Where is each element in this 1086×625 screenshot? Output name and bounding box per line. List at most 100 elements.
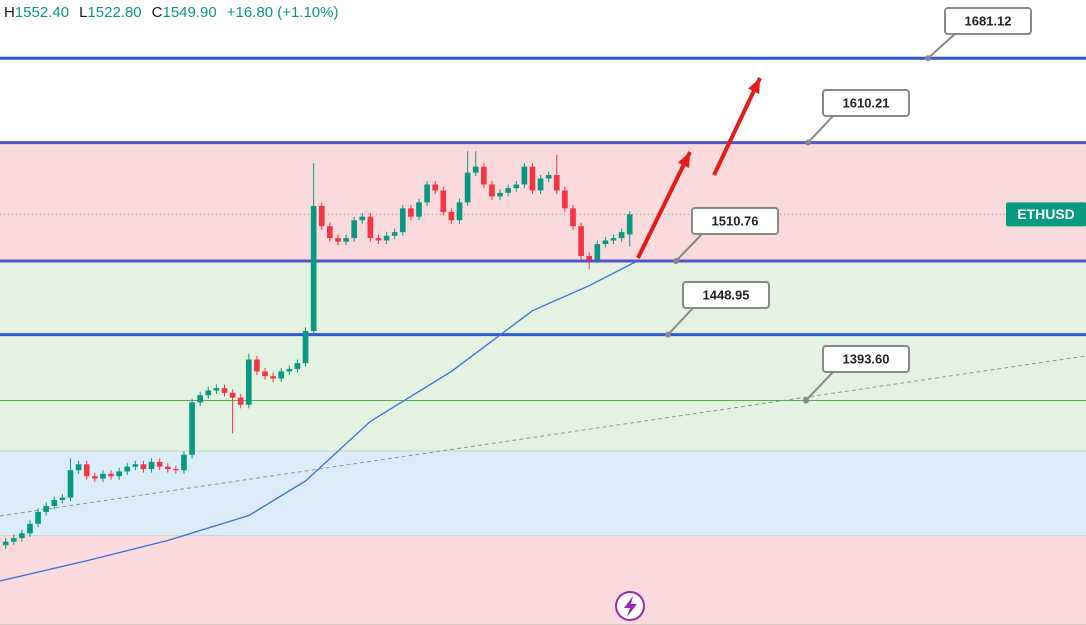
candle-body bbox=[189, 402, 195, 455]
candle-body bbox=[367, 216, 374, 239]
zone bbox=[0, 535, 1086, 625]
candle-body bbox=[610, 238, 617, 241]
ohlc-value: 1522.80 bbox=[87, 4, 141, 21]
callout-line bbox=[807, 115, 834, 144]
candle-body bbox=[602, 240, 609, 245]
candle-body bbox=[391, 232, 398, 236]
candle-body bbox=[448, 211, 455, 221]
candle-body bbox=[562, 190, 568, 209]
candle-body bbox=[570, 208, 576, 227]
candle-body bbox=[91, 476, 98, 479]
level-box bbox=[691, 207, 779, 235]
candle-body bbox=[464, 172, 471, 203]
candle-body bbox=[440, 190, 447, 212]
candle-body bbox=[270, 376, 276, 379]
zone bbox=[0, 142, 1086, 261]
candle-body bbox=[497, 192, 503, 197]
candle-body bbox=[2, 541, 9, 546]
ohlc-key: C bbox=[152, 4, 163, 21]
symbol-tag bbox=[1006, 202, 1086, 227]
candle-body bbox=[221, 388, 228, 393]
ohlc-value: 1552.40 bbox=[15, 4, 69, 21]
candle-body bbox=[124, 466, 131, 472]
candle-body bbox=[173, 469, 179, 471]
callout-point bbox=[925, 55, 931, 62]
candle-body bbox=[237, 397, 244, 405]
level-box bbox=[822, 345, 910, 373]
candle-body bbox=[432, 184, 439, 191]
candle-body bbox=[108, 473, 114, 477]
candle-body bbox=[408, 208, 414, 217]
level-box bbox=[822, 89, 910, 117]
candle-body bbox=[254, 359, 260, 372]
ohlc-key: H bbox=[4, 4, 15, 21]
level-box bbox=[944, 7, 1032, 35]
candle-body bbox=[545, 175, 552, 179]
candle-body bbox=[553, 175, 560, 191]
candle-body bbox=[302, 330, 309, 364]
candle-body bbox=[456, 202, 463, 221]
callout-point bbox=[805, 139, 811, 146]
zone bbox=[0, 261, 1086, 452]
candle-body bbox=[75, 464, 82, 471]
candle-body bbox=[10, 538, 17, 542]
level-label: 1448.95 bbox=[703, 287, 750, 302]
arrow-shaft bbox=[636, 151, 692, 259]
candle-body bbox=[537, 178, 544, 191]
candle-body bbox=[375, 238, 382, 241]
level-label: 1681.12 bbox=[965, 13, 1012, 28]
ohlc-key: L bbox=[79, 4, 87, 21]
candle-body bbox=[294, 363, 301, 370]
candle-body bbox=[148, 461, 155, 470]
candle-body bbox=[327, 226, 333, 239]
candle-body bbox=[578, 226, 584, 256]
arrow-head bbox=[677, 152, 690, 168]
candle-body bbox=[43, 505, 50, 512]
candle-body bbox=[618, 232, 625, 239]
candle-body bbox=[213, 388, 220, 391]
level-label: 1510.76 bbox=[712, 213, 759, 228]
ohlc-value: 1549.90 bbox=[163, 4, 217, 21]
candle-body bbox=[140, 464, 147, 470]
zone bbox=[0, 451, 1086, 536]
ohlc-header: H1552.40 L1522.80 C1549.90 +16.80 (+1.10%) bbox=[4, 4, 338, 21]
candle-body bbox=[100, 473, 106, 479]
candle-body bbox=[318, 205, 325, 227]
candle-body bbox=[205, 390, 212, 396]
candle-body bbox=[181, 454, 187, 471]
candle-body bbox=[35, 511, 41, 524]
callout-point bbox=[803, 397, 809, 404]
ohlc-change: +16.80 (+1.10%) bbox=[227, 4, 339, 21]
arrow-shaft bbox=[712, 77, 762, 176]
callout-line bbox=[927, 33, 956, 59]
candle-body bbox=[424, 184, 430, 203]
logo-bolt bbox=[624, 596, 637, 617]
candle-body bbox=[116, 471, 122, 477]
candle-body bbox=[262, 371, 268, 377]
candle-body bbox=[19, 533, 25, 539]
callout-point bbox=[665, 331, 671, 338]
candle-body bbox=[197, 395, 204, 403]
candle-body bbox=[399, 208, 406, 233]
candle-body bbox=[472, 166, 479, 173]
symbol-label: ETHUSD bbox=[1017, 206, 1075, 222]
candle-body bbox=[245, 359, 252, 405]
candle-body bbox=[521, 166, 528, 185]
level-box bbox=[682, 281, 770, 309]
candle-body bbox=[594, 244, 601, 260]
candle-body bbox=[67, 470, 74, 498]
candle-body bbox=[383, 235, 390, 241]
level-label: 1393.60 bbox=[843, 351, 890, 366]
candle-body bbox=[310, 205, 317, 331]
candle-body bbox=[343, 238, 349, 242]
candle-body bbox=[489, 184, 495, 197]
candle-body bbox=[416, 202, 422, 217]
candle-body bbox=[51, 500, 58, 506]
candle-body bbox=[286, 369, 293, 372]
candle-body bbox=[278, 371, 285, 379]
candle-body bbox=[156, 461, 163, 467]
candle-body bbox=[359, 216, 366, 221]
candle-body bbox=[351, 220, 358, 239]
candle-body bbox=[505, 188, 511, 193]
